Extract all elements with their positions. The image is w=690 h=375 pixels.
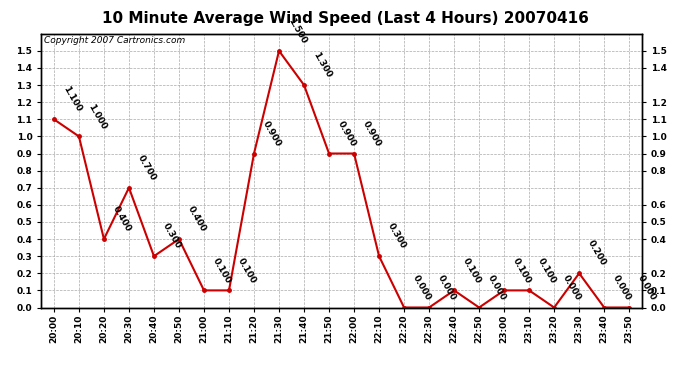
Text: 0.100: 0.100 xyxy=(211,256,233,285)
Text: 0.100: 0.100 xyxy=(536,256,558,285)
Text: 10 Minute Average Wind Speed (Last 4 Hours) 20070416: 10 Minute Average Wind Speed (Last 4 Hou… xyxy=(101,11,589,26)
Text: 1.300: 1.300 xyxy=(311,51,333,80)
Text: 0.000: 0.000 xyxy=(411,273,433,302)
Text: 1.100: 1.100 xyxy=(61,85,83,114)
Text: 0.200: 0.200 xyxy=(586,239,608,268)
Text: 0.000: 0.000 xyxy=(611,273,633,302)
Text: 1.500: 1.500 xyxy=(286,16,308,45)
Text: 0.400: 0.400 xyxy=(111,205,132,234)
Text: 0.400: 0.400 xyxy=(186,205,208,234)
Text: 0.700: 0.700 xyxy=(136,153,158,182)
Text: 0.300: 0.300 xyxy=(161,222,183,251)
Text: 0.100: 0.100 xyxy=(236,256,258,285)
Text: 0.000: 0.000 xyxy=(636,273,658,302)
Text: 0.000: 0.000 xyxy=(486,273,508,302)
Text: 0.000: 0.000 xyxy=(561,273,583,302)
Text: 0.900: 0.900 xyxy=(361,119,383,148)
Text: 0.100: 0.100 xyxy=(511,256,533,285)
Text: 1.000: 1.000 xyxy=(86,102,108,131)
Text: 0.900: 0.900 xyxy=(336,119,358,148)
Text: Copyright 2007 Cartronics.com: Copyright 2007 Cartronics.com xyxy=(44,36,186,45)
Text: 0.000: 0.000 xyxy=(436,273,457,302)
Text: 0.100: 0.100 xyxy=(461,256,483,285)
Text: 0.300: 0.300 xyxy=(386,222,408,251)
Text: 0.900: 0.900 xyxy=(261,119,283,148)
